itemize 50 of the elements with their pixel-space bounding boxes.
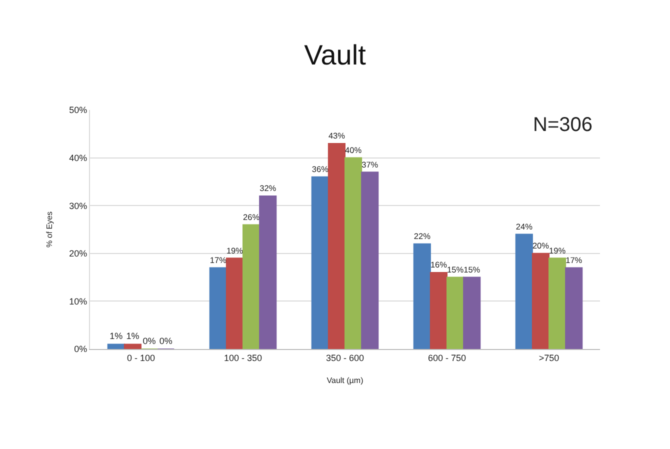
data-label: 24%: [516, 222, 534, 232]
bar: [463, 276, 481, 349]
x-tick-label: 600 - 750: [428, 352, 466, 363]
data-label: 19%: [549, 246, 566, 256]
x-tick-label: 0 - 100: [126, 352, 156, 363]
y-tick-label: 30%: [69, 200, 88, 211]
bar: [311, 176, 329, 349]
y-tick-label: 20%: [69, 248, 88, 259]
data-label: 1%: [126, 331, 140, 342]
y-axis-title: % of Eyes: [44, 211, 54, 248]
data-label: 17%: [566, 256, 583, 265]
data-label: 32%: [260, 184, 277, 194]
data-label: 1%: [110, 331, 123, 342]
data-label: 15%: [464, 265, 481, 274]
x-axis-title: Vault (µm): [326, 376, 364, 385]
data-label: 43%: [328, 132, 346, 141]
y-tick-label: 0%: [74, 344, 88, 354]
data-label: 15%: [447, 265, 464, 274]
data-label: 0%: [142, 336, 156, 346]
bar: [430, 272, 448, 349]
data-label: 19%: [226, 246, 244, 256]
chart-title: Vault: [304, 40, 366, 70]
bar: [226, 258, 244, 349]
bar: [209, 267, 227, 349]
data-label: 37%: [362, 160, 379, 170]
bar: [344, 157, 362, 349]
bar: [124, 344, 142, 349]
bar: [532, 252, 550, 349]
bar: [446, 276, 464, 349]
annotation: N=306: [533, 114, 592, 136]
bar: [107, 344, 125, 349]
data-label: 22%: [414, 232, 432, 241]
bar: [565, 267, 583, 349]
y-tick-label: 10%: [69, 296, 88, 306]
y-tick-label: 40%: [69, 152, 88, 163]
data-label: 16%: [430, 260, 448, 270]
data-label: 0%: [159, 336, 172, 346]
bar: [242, 224, 260, 349]
y-tick-label: 50%: [69, 105, 88, 116]
x-tick-label: 100 - 350: [224, 352, 262, 363]
bar: [548, 258, 566, 349]
x-tick-label: >750: [538, 352, 560, 363]
bar: [361, 172, 379, 349]
data-label: 17%: [210, 256, 228, 265]
x-tick-label: 350 - 600: [326, 352, 364, 363]
bar: [328, 142, 346, 349]
bar: [259, 196, 277, 349]
data-label: 36%: [312, 165, 330, 174]
bar: [413, 243, 431, 349]
bar: [515, 234, 533, 349]
